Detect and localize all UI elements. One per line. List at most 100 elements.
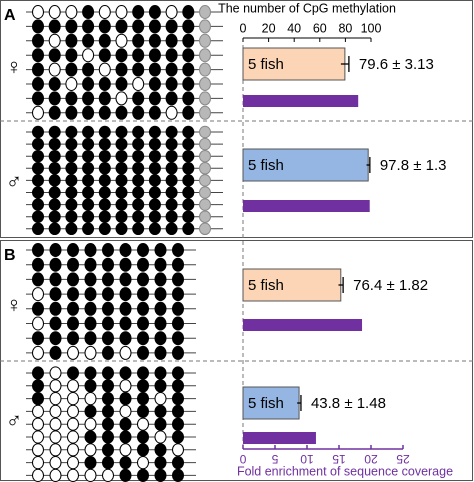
cpg-site [137, 404, 149, 418]
cpg-site [115, 5, 128, 19]
cpg-site [165, 198, 178, 211]
cpg-site [32, 19, 44, 34]
cpg-site [67, 404, 79, 418]
x2-tick-label: 20 [364, 452, 378, 466]
cpg-site [154, 243, 167, 257]
cpg-site [67, 331, 79, 346]
cpg-site [115, 48, 128, 63]
cpg-site [49, 272, 62, 287]
cpg-site [182, 33, 195, 48]
cpg-site [165, 91, 178, 106]
cpg-site [32, 257, 44, 272]
cpg-site [148, 210, 161, 223]
cpg-site [67, 316, 79, 331]
cpg-site [172, 392, 184, 406]
cpg-site [48, 77, 61, 91]
cpg-site [119, 468, 132, 482]
cpg-site [119, 456, 132, 470]
cpg-site [98, 77, 111, 91]
cpg-site [148, 162, 161, 175]
cpg-site [199, 105, 211, 120]
cpg-site [199, 48, 211, 63]
cpg-site [199, 33, 211, 48]
cpg-site [115, 162, 128, 175]
cpg-site [98, 5, 111, 19]
cpg-site [182, 125, 195, 139]
cpg-site [102, 392, 114, 406]
cpg-site [172, 366, 184, 380]
x2-tick-label: 0 [239, 452, 246, 466]
cpg-site [172, 272, 184, 287]
cpg-site [48, 174, 61, 187]
cpg-site [154, 417, 167, 431]
cpg-site [148, 222, 161, 236]
cpg-site [32, 417, 44, 431]
x2-axis-title: Fold enrichment of sequence coverage [237, 464, 453, 478]
cpg-site [82, 77, 95, 91]
sex-symbol: ♂ [6, 408, 23, 433]
cpg-site [199, 5, 211, 19]
cpg-site [82, 222, 95, 236]
cpg-site [67, 257, 79, 272]
cpg-site [67, 379, 79, 393]
cpg-site [154, 430, 167, 444]
cpg-site [165, 149, 178, 163]
cpg-site [165, 174, 178, 187]
cpg-site [119, 272, 132, 287]
cpg-site [32, 91, 44, 106]
cpg-site [67, 456, 79, 470]
cpg-site [165, 137, 178, 151]
cpg-site [165, 19, 178, 34]
cpg-site [154, 316, 167, 331]
cpg-site [182, 149, 195, 163]
cpg-site [165, 62, 178, 77]
cpg-site [49, 366, 62, 380]
cpg-site [115, 91, 128, 106]
bar-label: 5 fish [248, 157, 284, 174]
cpg-site [119, 331, 132, 346]
cpg-site [119, 345, 132, 360]
cpg-site [115, 198, 128, 211]
cpg-site [32, 149, 44, 163]
cpg-site [199, 62, 211, 77]
cpg-site [65, 186, 78, 199]
cpg-site [154, 272, 167, 287]
cpg-site [119, 366, 132, 380]
cpg-site [49, 468, 62, 482]
cpg-site [172, 301, 184, 316]
cpg-site [84, 366, 97, 380]
cpg-site [49, 392, 62, 406]
cpg-site [165, 210, 178, 223]
cpg-site [84, 301, 97, 316]
cpg-site [32, 392, 44, 406]
fold-bar [243, 319, 363, 331]
cpg-site [102, 345, 114, 360]
x-tick-label: 60 [313, 21, 327, 35]
cpg-site [102, 417, 114, 431]
cpg-site [172, 287, 184, 302]
cpg-site [98, 125, 111, 139]
cpg-site [165, 125, 178, 139]
cpg-site [84, 345, 97, 360]
cpg-site [119, 417, 132, 431]
cpg-site [84, 456, 97, 470]
cpg-site [154, 404, 167, 418]
cpg-site [65, 5, 78, 19]
cpg-site [137, 366, 149, 380]
cpg-site [82, 48, 95, 63]
cpg-site [98, 210, 111, 223]
cpg-site [102, 257, 114, 272]
cpg-site [119, 392, 132, 406]
cpg-site [32, 137, 44, 151]
cpg-site [84, 272, 97, 287]
cpg-site [119, 257, 132, 272]
cpg-site [172, 345, 184, 360]
cpg-site [115, 125, 128, 139]
cpg-site [132, 62, 145, 77]
cpg-site [67, 417, 79, 431]
cpg-site [148, 198, 161, 211]
cpg-site [182, 62, 195, 77]
cpg-site [67, 443, 79, 457]
cpg-site [82, 174, 95, 187]
cpg-site [132, 137, 145, 151]
